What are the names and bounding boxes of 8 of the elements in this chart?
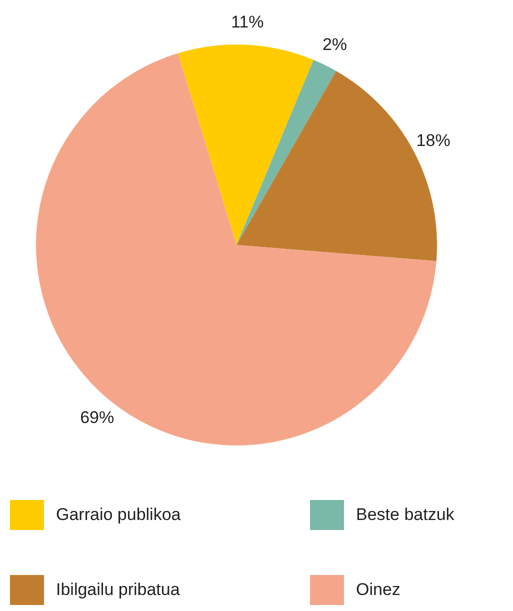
legend-label: Garraio publikoa: [56, 505, 181, 525]
legend-label: Ibilgailu pribatua: [56, 580, 180, 600]
data-label: 2%: [322, 35, 348, 54]
legend-label: Beste batzuk: [356, 505, 454, 525]
data-label: 18%: [416, 130, 450, 150]
legend-label: Oinez: [356, 580, 400, 600]
data-label: 11%: [230, 12, 264, 32]
data-label: 69%: [80, 408, 114, 428]
